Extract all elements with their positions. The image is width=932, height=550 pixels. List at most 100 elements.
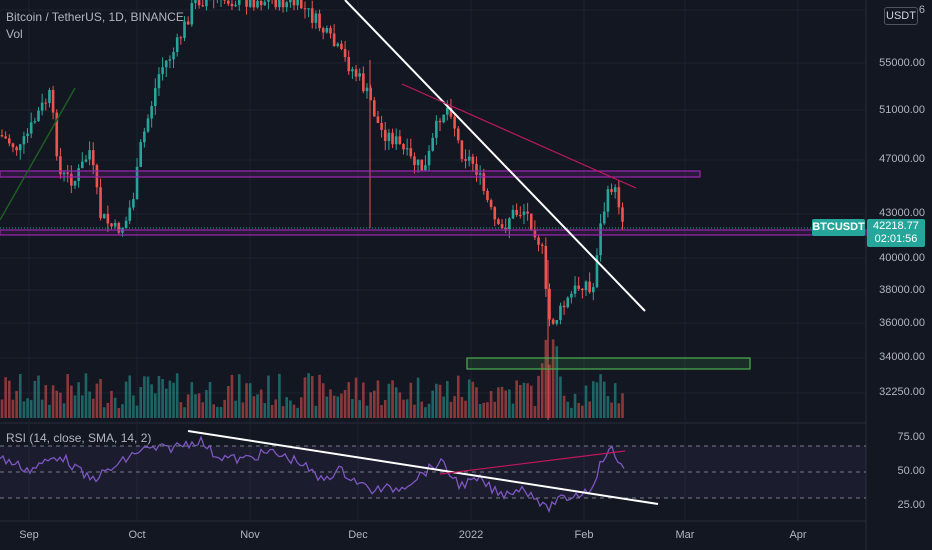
volume-bar [566, 401, 570, 418]
volume-bar [606, 396, 610, 418]
candle-body [464, 159, 467, 161]
candle-body [467, 156, 471, 161]
candle-body [533, 230, 537, 238]
candle-body [37, 110, 40, 122]
volume-bar [99, 378, 102, 418]
candle-body [347, 57, 351, 72]
volume-bar [216, 406, 219, 418]
volume-bar [84, 373, 88, 418]
candle-body [172, 51, 175, 60]
volume-label[interactable]: Vol [6, 27, 23, 41]
candle-body [132, 199, 135, 208]
symbol-title[interactable]: Bitcoin / TetherUS, 1D, BINANCE [6, 10, 184, 24]
volume-bar [537, 375, 540, 418]
rsi-legend[interactable]: RSI (14, close, SMA, 14, 2) [6, 431, 152, 445]
volume-bar [132, 395, 135, 418]
volume-bar [555, 346, 559, 418]
volume-bar [154, 393, 157, 418]
volume-bar [413, 404, 416, 418]
volume-bar [81, 395, 84, 418]
volume-bar [26, 398, 29, 418]
volume-bar [110, 390, 113, 418]
uptrend-line [0, 87, 76, 221]
volume-bar [383, 399, 387, 418]
candle-body [343, 49, 347, 58]
volume-bar [285, 397, 288, 418]
volume-bar [318, 374, 321, 418]
volume-bar [146, 376, 150, 418]
volume-bar [493, 401, 497, 418]
volume-bar [391, 380, 394, 418]
volume-bar [511, 403, 515, 418]
volume-bar [610, 402, 613, 418]
volume-bar [362, 382, 365, 418]
volume-bar [456, 375, 460, 418]
candle-body [99, 187, 102, 219]
volume-bar [570, 407, 573, 418]
candle-body [413, 156, 416, 166]
candle-body [310, 8, 314, 23]
volume-bar [237, 374, 241, 418]
candle-body [318, 13, 321, 29]
volume-bar [446, 381, 449, 418]
volume-bar [289, 400, 292, 418]
candle-body [143, 131, 146, 143]
volume-bar [91, 398, 95, 418]
rsi-axis-label: 25.00 [897, 499, 925, 511]
drawings[interactable] [0, 0, 867, 370]
candle-body [321, 28, 325, 33]
candle-body [81, 161, 84, 169]
volume-bar [577, 402, 580, 418]
volume-bar [310, 376, 314, 418]
volume-bar [329, 389, 332, 418]
volume-bar [59, 392, 62, 418]
volume-bar [4, 377, 7, 418]
candle-body [621, 207, 624, 222]
volume-bar [66, 374, 69, 418]
candle-body [424, 165, 427, 171]
candle-body [427, 150, 431, 166]
volume-bar [475, 387, 478, 418]
volume-bar [73, 395, 77, 418]
candle-body [577, 285, 580, 289]
volume-bar [343, 389, 347, 418]
volume-bar [573, 393, 577, 418]
volume-bar [113, 397, 117, 418]
last-price-symbol-tag: BTCUSDT [812, 219, 865, 236]
currency-badge[interactable]: USDT [884, 7, 918, 25]
candle-body [205, 0, 208, 7]
candle-body [0, 135, 4, 137]
volume-bar [168, 380, 172, 418]
volume-bar [562, 395, 566, 418]
candle-body [59, 156, 62, 175]
volume-bar [274, 399, 278, 418]
candle-body [475, 163, 478, 175]
candle-body [369, 87, 372, 101]
candle-body [500, 224, 504, 229]
volume-bar [533, 405, 537, 418]
volume-bar [621, 393, 624, 418]
candle-body [529, 213, 533, 231]
volume-bar [354, 377, 358, 418]
last-price-value: 42218.77 [873, 220, 919, 232]
candle-body [456, 128, 460, 141]
candle-body [201, 5, 205, 7]
volume-bar [551, 339, 555, 418]
candle-body [190, 2, 194, 25]
volume-bar [150, 384, 153, 418]
volume-bar [409, 382, 413, 418]
x-axis-label: 2022 [458, 529, 484, 541]
volume-bar [263, 403, 267, 418]
candle-body [227, 0, 230, 4]
candle-body [48, 90, 51, 103]
volume-bar [205, 390, 208, 418]
volume-bar [489, 390, 493, 418]
volume-bar [595, 382, 599, 418]
volume-bar [351, 399, 354, 418]
candle-body [489, 200, 493, 208]
volume-bar [37, 375, 40, 418]
volume-bar [44, 385, 48, 418]
volume-bar [143, 376, 146, 418]
volume-bar [29, 399, 33, 418]
